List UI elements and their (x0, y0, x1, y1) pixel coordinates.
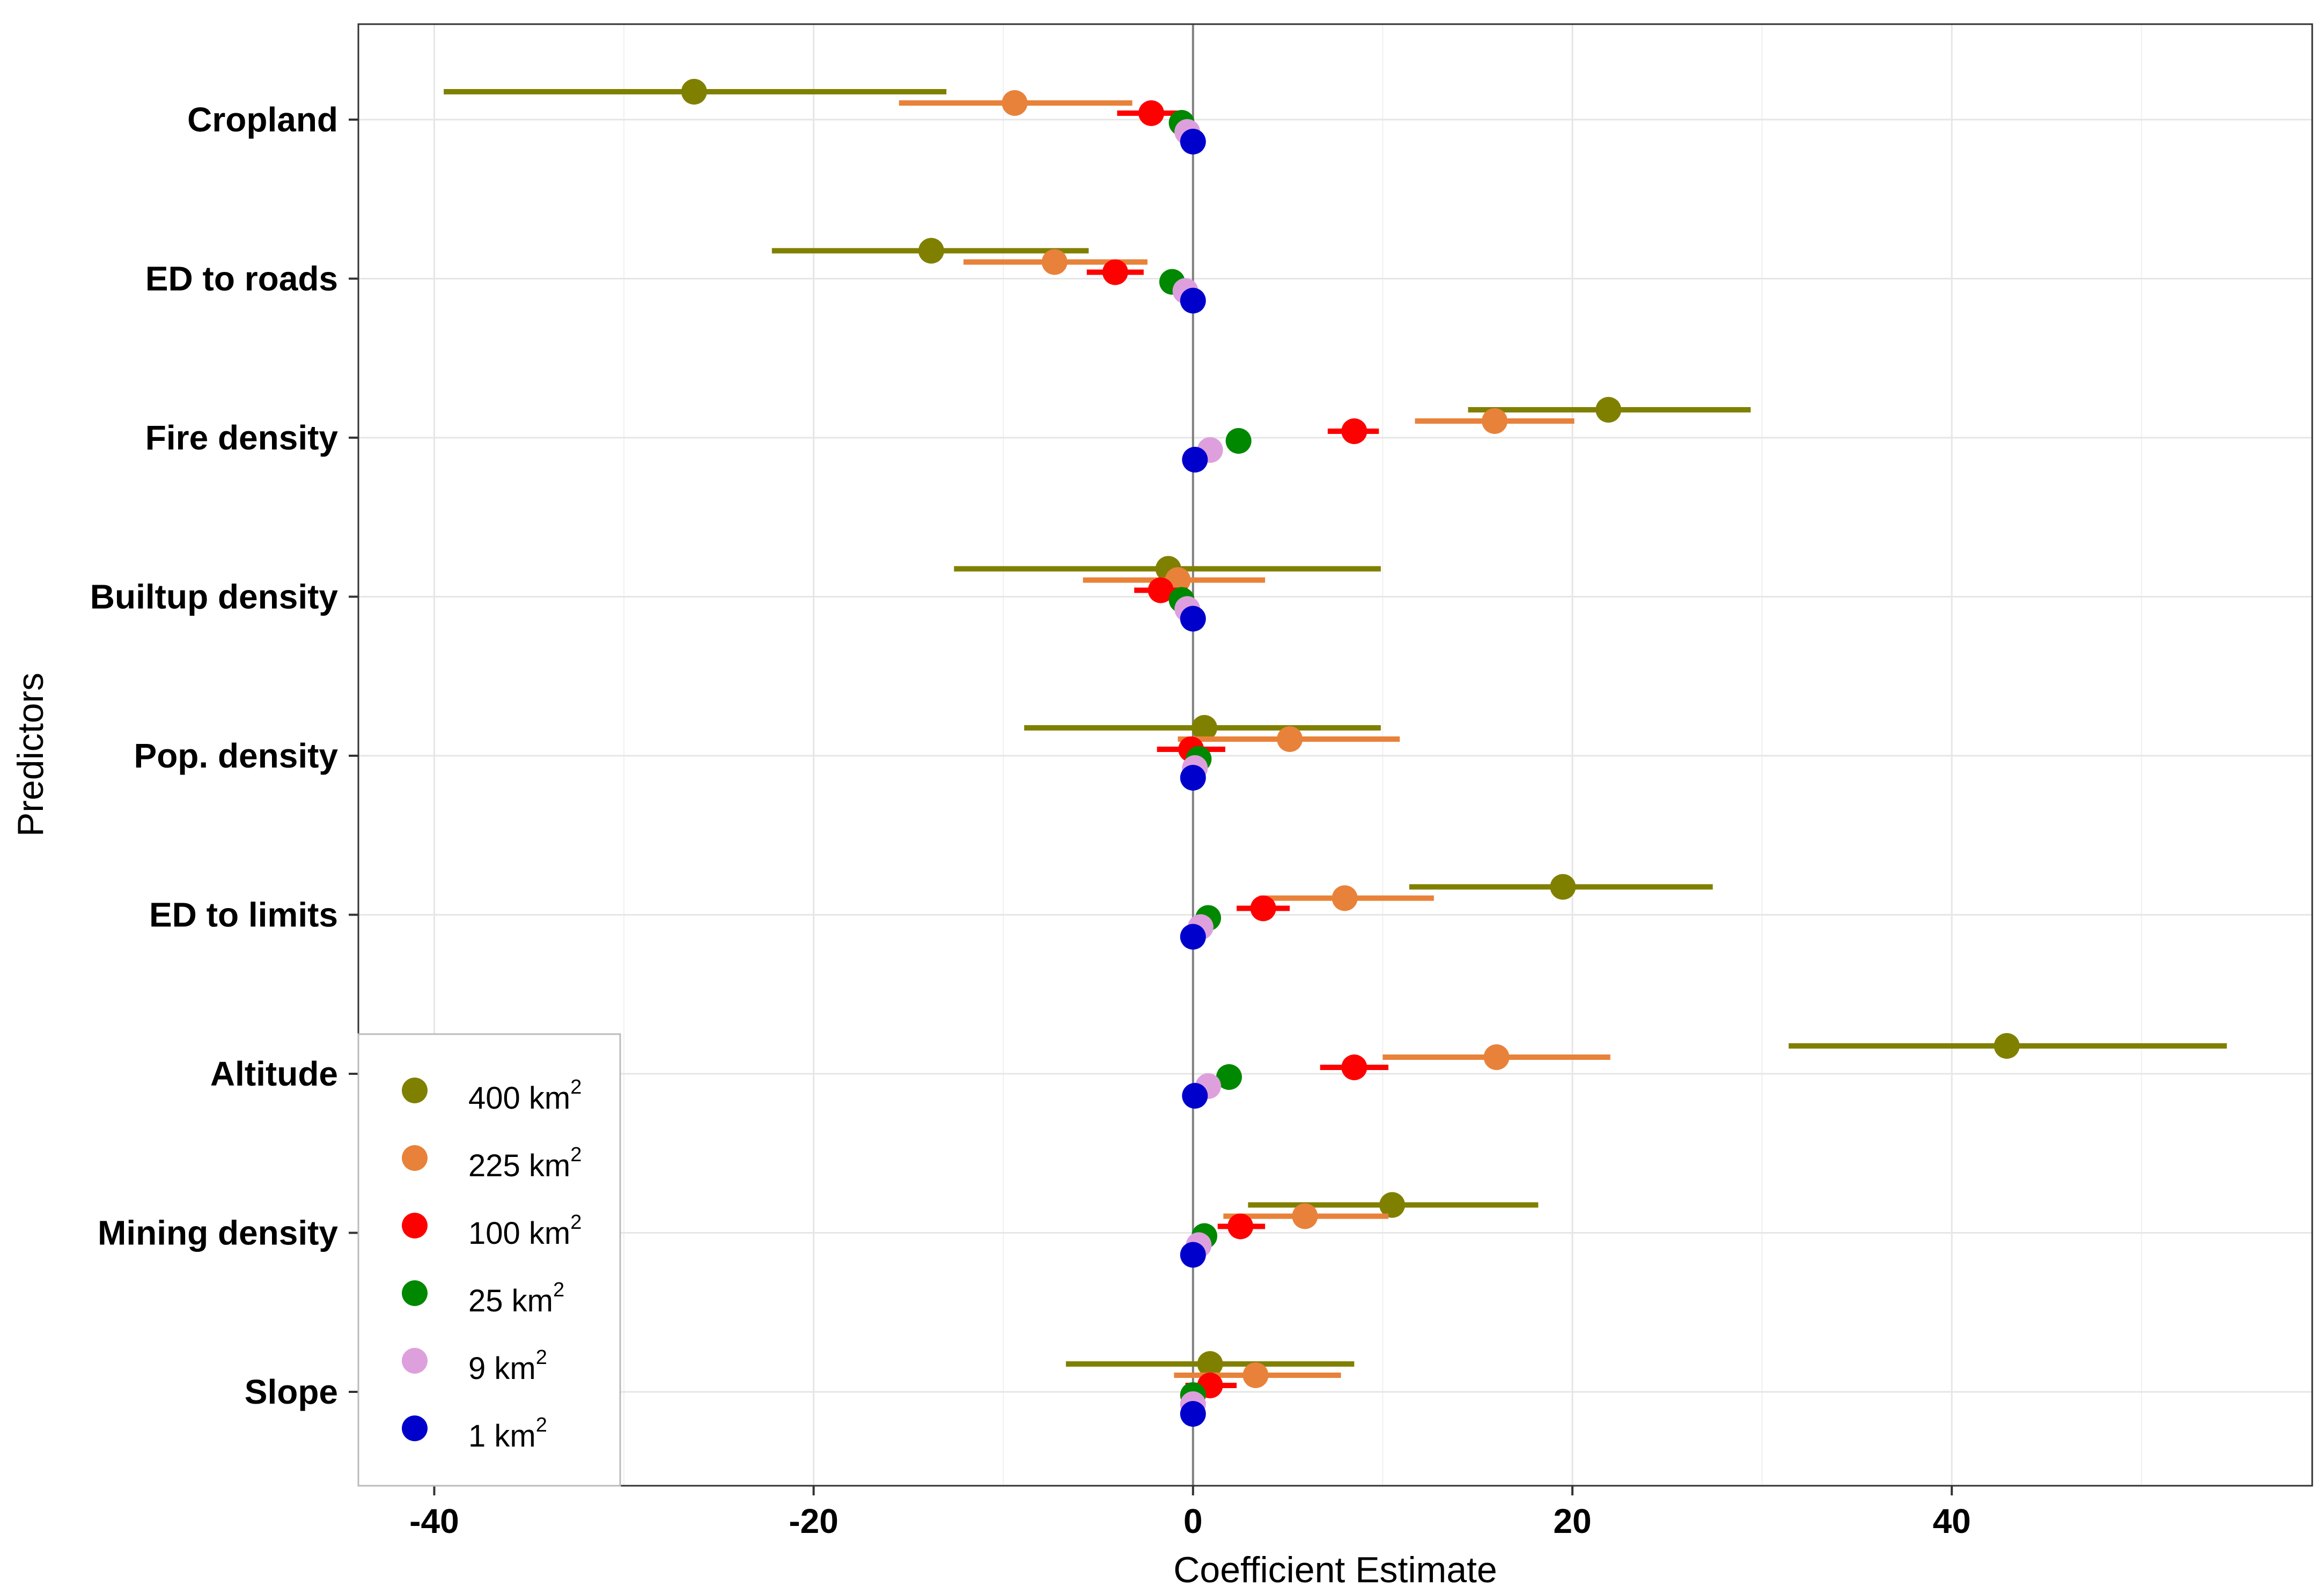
y-tick-label: Builtup density (90, 578, 339, 616)
estimate-point (1180, 924, 1206, 950)
legend-label: 225 km2 (468, 1144, 582, 1183)
estimate-point (1180, 1242, 1206, 1268)
estimate-point (1292, 1203, 1318, 1229)
estimate-point (1994, 1033, 2020, 1059)
x-tick-label: 0 (1183, 1502, 1203, 1540)
estimate-point (1180, 287, 1206, 314)
estimate-point (1482, 408, 1508, 434)
legend-key (402, 1280, 428, 1306)
estimate-point (1180, 1401, 1206, 1427)
legend-label: 1 km2 (468, 1414, 547, 1454)
estimate-point (681, 79, 707, 105)
x-tick-label: 40 (1933, 1502, 1971, 1540)
legend: 400 km2 225 km2 100 km2 25 km2 9 km2 1 km2 (357, 1033, 621, 1487)
estimate-point (1138, 100, 1165, 126)
estimate-point (1180, 606, 1206, 632)
legend-label: 9 km2 (468, 1346, 547, 1386)
estimate-point (1148, 577, 1174, 603)
series-400-km2 (444, 79, 2227, 1377)
estimate-point (918, 238, 944, 264)
estimate-point (1197, 1351, 1223, 1377)
y-tick-label: Slope (245, 1373, 338, 1411)
x-tick-label: -40 (409, 1502, 459, 1540)
estimate-point (1180, 129, 1206, 154)
legend-label: 100 km2 (468, 1211, 582, 1251)
estimate-point (1341, 1054, 1367, 1080)
estimate-point (1277, 726, 1303, 752)
y-tick-label: Pop. density (134, 736, 339, 775)
legend-label: 25 km2 (468, 1279, 564, 1318)
estimate-point (1216, 1064, 1242, 1090)
y-tick-label: Altitude (210, 1054, 338, 1093)
legend-key (402, 1348, 428, 1374)
legend-label: 400 km2 (468, 1076, 582, 1116)
estimate-point (1192, 715, 1218, 741)
estimate-point (1002, 90, 1028, 116)
estimate-point (1102, 259, 1128, 285)
estimate-point (1550, 874, 1576, 900)
y-tick-label: Fire density (145, 418, 339, 457)
estimate-point (1332, 885, 1358, 911)
estimate-point (1227, 1213, 1254, 1240)
y-tick-label: Mining density (98, 1214, 338, 1252)
legend-key (402, 1213, 428, 1238)
x-tick-label: -20 (789, 1502, 839, 1540)
estimate-point (1250, 895, 1276, 921)
legend-key (402, 1145, 428, 1171)
estimate-point (1242, 1362, 1269, 1388)
y-tick-label: ED to roads (145, 260, 338, 298)
estimate-point (1595, 397, 1622, 423)
estimate-point (1182, 447, 1208, 473)
legend-key (402, 1415, 428, 1441)
y-tick-label: Cropland (187, 100, 338, 139)
estimate-point (1041, 249, 1068, 275)
gridlines (358, 24, 2312, 1486)
y-axis-title: Predictors (10, 673, 51, 837)
legend-box (357, 1033, 621, 1487)
estimate-point (1225, 428, 1252, 454)
estimate-point (1379, 1192, 1406, 1218)
x-axis-title: Coefficient Estimate (1173, 1550, 1497, 1590)
x-axis: -40 -20 0 20 40 (409, 1486, 1971, 1540)
x-tick-label: 20 (1553, 1502, 1591, 1540)
estimate-point (1182, 1083, 1208, 1109)
estimate-point (1341, 418, 1367, 444)
chart-marks (444, 79, 2227, 1427)
y-axis: Cropland ED to roads Fire density Builtup d… (90, 100, 358, 1411)
y-tick-label: ED to limits (149, 896, 338, 934)
series-1-km2 (1180, 129, 1208, 1427)
legend-key (402, 1078, 428, 1103)
estimate-point (1180, 765, 1206, 791)
estimate-point (1483, 1044, 1510, 1070)
